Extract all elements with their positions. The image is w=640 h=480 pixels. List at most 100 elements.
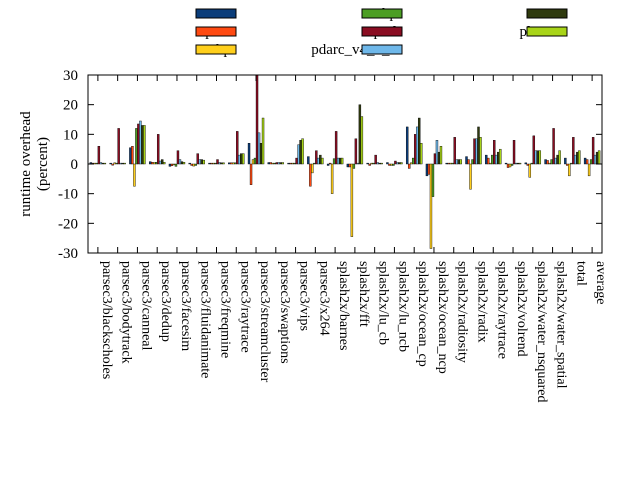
- x-tick-label: splash2x/volrend: [514, 261, 529, 357]
- bar: [485, 154, 488, 165]
- x-tick-labels: parsec3/blackscholes parsec3/bodytrack par…: [99, 261, 608, 403]
- bar: [291, 162, 294, 165]
- bar: [455, 159, 458, 165]
- bar: [508, 163, 512, 168]
- bar: [576, 151, 579, 165]
- bar: [585, 159, 589, 165]
- bar: [538, 150, 542, 165]
- bar: [595, 151, 599, 165]
- bar: [101, 162, 105, 165]
- bar: [271, 162, 275, 165]
- bar: [372, 162, 375, 165]
- bar: [427, 163, 431, 175]
- bar: [332, 158, 336, 165]
- y-tick-label: 0: [71, 157, 79, 173]
- bar: [103, 162, 107, 165]
- bar: [556, 154, 559, 165]
- bar: [326, 163, 330, 166]
- bar: [328, 162, 332, 165]
- bar: [528, 163, 532, 178]
- bar: [578, 150, 581, 165]
- bar: [405, 126, 409, 165]
- bar: [289, 162, 292, 165]
- bar: [141, 125, 144, 165]
- y-axis-label-line: runtime overhead: [18, 111, 34, 217]
- bar: [433, 153, 437, 165]
- bar: [234, 162, 237, 165]
- bar: [394, 160, 397, 165]
- bar: [253, 157, 257, 165]
- x-tick-label: splash2x/lu_ncb: [395, 261, 410, 352]
- bar: [479, 137, 482, 165]
- bar: [152, 162, 156, 165]
- bar: [313, 162, 316, 165]
- x-tick-label: parsec3/x264: [316, 261, 331, 336]
- x-tick-label: parsec3/vips: [297, 261, 312, 331]
- bar: [554, 157, 557, 165]
- bar: [156, 134, 160, 165]
- bar: [504, 162, 508, 165]
- bar: [143, 125, 146, 165]
- bar: [471, 159, 474, 165]
- bar: [574, 154, 577, 165]
- x-tick-label: parsec3/facesim: [178, 261, 193, 351]
- bar: [352, 163, 356, 169]
- legend-swatch: [361, 26, 403, 37]
- bar: [431, 163, 435, 197]
- bar: [532, 135, 536, 165]
- x-tick-label: parsec3/canneal: [138, 261, 153, 350]
- bar: [277, 162, 281, 165]
- bar: [548, 162, 551, 165]
- bar: [230, 162, 233, 165]
- bar: [131, 145, 134, 165]
- legend-swatch: [195, 44, 237, 55]
- bar: [113, 162, 116, 165]
- bar: [162, 162, 166, 165]
- bar: [587, 163, 591, 177]
- bar: [236, 131, 239, 165]
- bar: [536, 150, 540, 165]
- bar: [242, 153, 245, 165]
- bar: [445, 162, 448, 165]
- bar: [293, 162, 296, 165]
- y-tick-label: -10: [58, 187, 78, 203]
- bar: [514, 162, 518, 165]
- x-tick-label: parsec3/raytrace: [237, 261, 252, 353]
- bar: [340, 157, 344, 165]
- bar: [228, 162, 231, 165]
- bar: [275, 162, 279, 165]
- y-axis-label-line: (percent): [35, 137, 51, 191]
- bar: [530, 162, 534, 165]
- legend: recprecthpethpprclpdarc_v4_2_2ttmoplrus-…: [195, 6, 568, 58]
- bar: [487, 157, 490, 165]
- bar: [550, 159, 553, 165]
- bar: [158, 160, 162, 165]
- x-tick-label: splash2x/raytrace: [494, 261, 509, 359]
- bar: [497, 151, 500, 165]
- bar: [467, 159, 470, 165]
- bar: [368, 163, 371, 166]
- bar: [392, 163, 395, 166]
- bar: [473, 138, 476, 165]
- bar: [491, 154, 494, 165]
- bar: [386, 162, 389, 165]
- x-tick-label: parsec3/blackscholes: [99, 261, 114, 379]
- bar: [534, 150, 538, 165]
- bar: [123, 162, 126, 165]
- x-tick-label: parsec3/freqmine: [218, 261, 233, 358]
- bar: [251, 159, 255, 165]
- bar: [429, 163, 433, 249]
- bar: [334, 131, 338, 165]
- bar: [309, 163, 312, 187]
- bar: [354, 138, 358, 165]
- bar: [568, 163, 571, 177]
- bar: [150, 162, 154, 165]
- bar: [388, 163, 391, 166]
- bar: [176, 150, 180, 165]
- bar: [194, 163, 197, 166]
- bar: [380, 162, 383, 165]
- bar: [212, 162, 215, 165]
- legend-swatch: [195, 8, 237, 19]
- y-tick-label: 10: [63, 127, 78, 143]
- bar: [321, 157, 324, 165]
